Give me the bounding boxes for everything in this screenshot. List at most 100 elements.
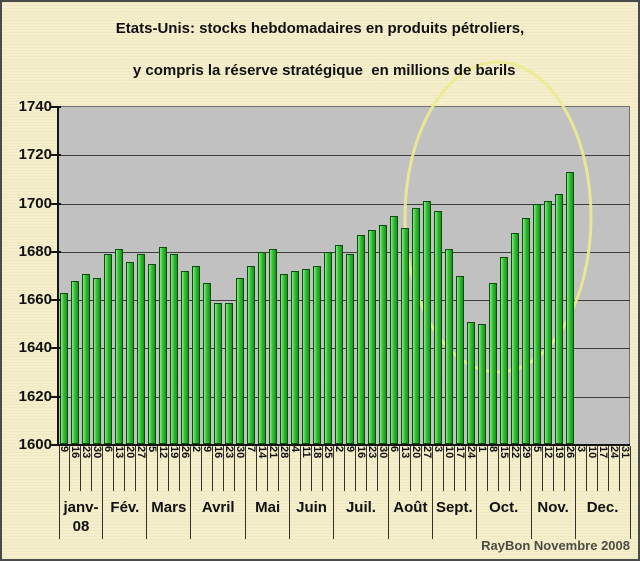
chart-title-line1: Etats-Unis: stocks hebdomadaires en prod… xyxy=(115,20,525,37)
month-label: Juil. xyxy=(345,499,376,516)
month-label: Oct. xyxy=(489,499,519,516)
week-tick xyxy=(618,446,620,491)
month-separator xyxy=(431,446,433,539)
week-tick xyxy=(607,446,609,491)
chart-title: Etats-Unis: stocks hebdomadaires en prod… xyxy=(2,18,638,81)
plot-right-border xyxy=(629,107,630,445)
week-tick xyxy=(113,446,115,491)
y-axis-label: 1660 xyxy=(18,291,52,309)
y-axis-tick xyxy=(51,299,61,302)
bar xyxy=(203,283,212,444)
week-tick xyxy=(157,446,159,491)
bar xyxy=(554,193,563,444)
bar xyxy=(148,263,157,444)
bar xyxy=(433,210,442,444)
bar xyxy=(400,227,409,444)
x-tick-label: 8 xyxy=(486,446,499,453)
month-separator xyxy=(102,446,104,539)
week-tick xyxy=(508,446,510,491)
month-separator xyxy=(475,446,477,539)
month-separator xyxy=(574,446,576,539)
week-tick xyxy=(212,446,214,491)
bar xyxy=(225,302,234,444)
month-label: Sept. xyxy=(435,499,473,516)
y-axis-tick xyxy=(51,444,61,446)
bar xyxy=(214,302,223,444)
week-tick xyxy=(91,446,93,491)
month-label: Fév. xyxy=(110,499,140,516)
week-tick xyxy=(585,446,587,491)
month-separator xyxy=(530,446,532,539)
week-tick xyxy=(135,446,137,491)
x-tick-label: 22 xyxy=(508,446,521,459)
y-axis-label: 1620 xyxy=(18,387,52,405)
week-tick xyxy=(497,446,499,491)
bar xyxy=(192,266,201,444)
gridline xyxy=(59,251,630,253)
week-tick xyxy=(278,446,280,491)
month-label: janv- 08 xyxy=(63,499,99,535)
x-tick-label: 10 xyxy=(442,446,455,459)
month-separator xyxy=(289,446,291,539)
y-axis-tick xyxy=(51,202,61,205)
y-axis-label: 1740 xyxy=(18,98,52,115)
week-tick xyxy=(300,446,302,491)
bar xyxy=(104,254,113,444)
month-separator xyxy=(629,446,631,539)
week-tick xyxy=(552,446,554,491)
x-tick-label: 17 xyxy=(453,446,466,459)
bar xyxy=(291,271,300,444)
x-tick-label: 10 xyxy=(585,446,598,459)
week-tick xyxy=(179,446,181,491)
month-label: Août xyxy=(393,499,428,516)
bar xyxy=(324,251,333,444)
week-tick xyxy=(376,446,378,491)
y-axis-line xyxy=(57,106,59,446)
week-tick xyxy=(234,446,236,491)
x-tick-label: 26 xyxy=(563,446,576,459)
week-tick xyxy=(519,446,521,491)
bar xyxy=(71,280,80,444)
x-tick-label: 5 xyxy=(530,446,543,453)
bar xyxy=(335,244,343,444)
bar xyxy=(356,234,365,444)
bar xyxy=(367,230,376,444)
week-tick xyxy=(398,446,400,491)
gridline xyxy=(59,396,630,398)
y-axis-tick xyxy=(51,250,61,253)
bar xyxy=(345,254,354,444)
gridline xyxy=(59,155,630,157)
chart-title-line2: y compris la réserve stratégique en mill… xyxy=(132,62,516,79)
bar xyxy=(236,278,245,444)
week-tick xyxy=(168,446,170,491)
y-axis-label: 1720 xyxy=(18,146,52,164)
bar xyxy=(565,172,574,444)
bar xyxy=(115,249,124,444)
week-tick xyxy=(223,446,225,491)
bar xyxy=(302,268,311,444)
y-axis-tick xyxy=(51,106,61,108)
month-label: Mars xyxy=(151,499,187,516)
bar xyxy=(137,254,146,444)
week-tick xyxy=(344,446,345,491)
bar xyxy=(389,215,398,444)
week-tick xyxy=(256,446,258,491)
bar xyxy=(126,261,135,444)
bar xyxy=(269,249,278,444)
month-separator xyxy=(333,446,335,539)
x-tick-label: 1 xyxy=(475,446,488,453)
y-axis-label: 1680 xyxy=(18,242,52,260)
y-axis-label: 1700 xyxy=(18,194,52,212)
month-separator xyxy=(58,446,60,539)
bar xyxy=(466,321,475,444)
x-tick-label: 15 xyxy=(497,446,510,459)
plot-top-border xyxy=(59,106,630,107)
bar xyxy=(532,203,541,444)
x-tick-label: 12 xyxy=(541,446,554,459)
x-tick-label: 17 xyxy=(596,446,609,459)
x-tick-label: 24 xyxy=(464,446,477,459)
x-tick-label: 31 xyxy=(618,446,631,459)
bar xyxy=(488,283,497,444)
y-axis-tick xyxy=(51,154,61,157)
